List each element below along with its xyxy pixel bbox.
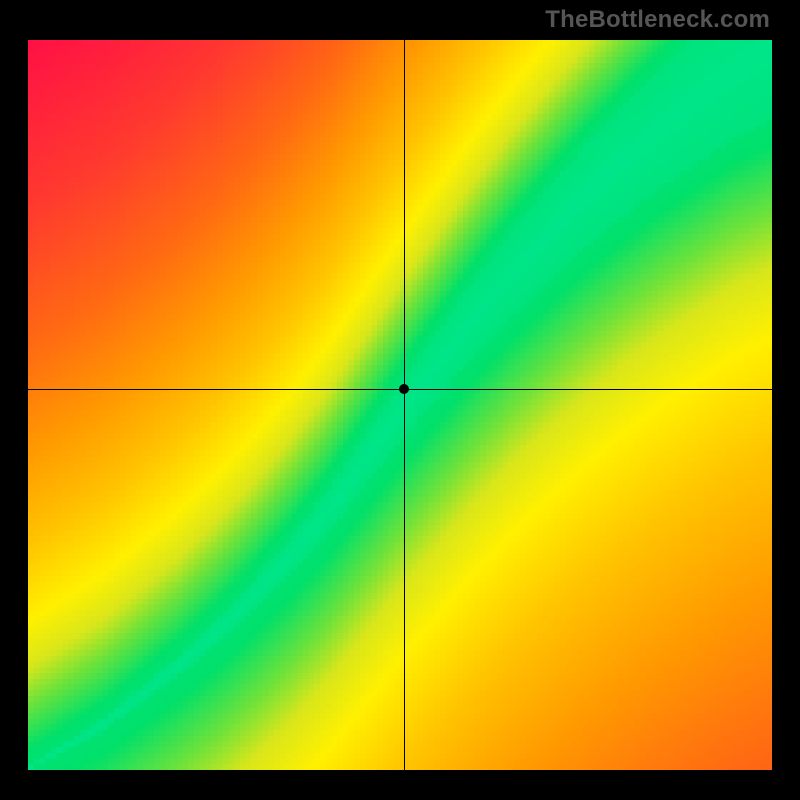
plot-area bbox=[28, 40, 772, 770]
figure-frame: TheBottleneck.com bbox=[0, 0, 800, 800]
heatmap-canvas bbox=[28, 40, 772, 770]
crosshair-dot bbox=[399, 384, 409, 394]
crosshair-vertical bbox=[404, 40, 405, 770]
watermark-text: TheBottleneck.com bbox=[545, 6, 770, 34]
